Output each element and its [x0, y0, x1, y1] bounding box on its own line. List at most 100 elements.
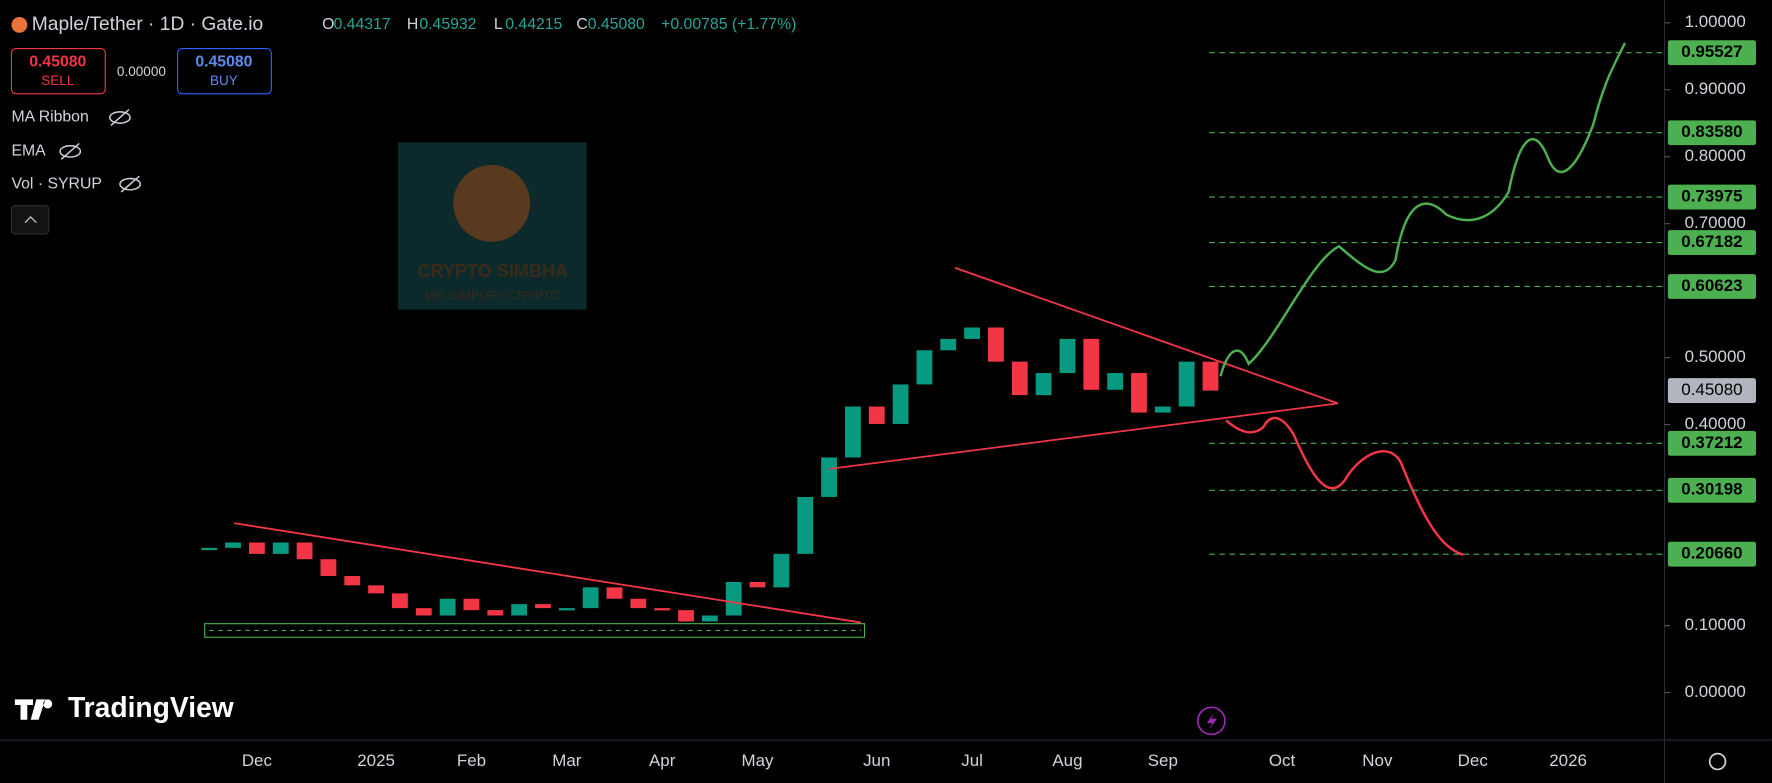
watermark-title: CRYPTO SIMBHA — [418, 261, 569, 281]
chevron — [24, 216, 37, 223]
level-label: 0.30198 — [1681, 480, 1742, 499]
y-tick-label: 0.80000 — [1685, 146, 1746, 165]
y-tick-label: 1.00000 — [1685, 12, 1746, 31]
level-label-box — [1667, 430, 1756, 456]
x-tick-label: Aug — [1052, 751, 1082, 770]
watermark-logo — [453, 164, 531, 242]
x-tick-label: Dec — [1458, 751, 1489, 770]
candle — [654, 608, 671, 611]
candle — [463, 598, 480, 611]
sell-button[interactable] — [10, 48, 106, 95]
candle — [368, 585, 384, 594]
sell-label: SELL — [41, 73, 75, 88]
y-tick-label: 0.10000 — [1685, 615, 1746, 634]
candle — [415, 608, 432, 616]
ohlc-label: C — [576, 16, 587, 33]
level-label: 0.60623 — [1681, 276, 1742, 295]
trendline — [954, 266, 1339, 405]
x-tick-label: Oct — [1269, 751, 1296, 770]
bear-projection — [1225, 416, 1464, 556]
candle — [868, 406, 885, 424]
indicator[interactable]: EMA — [11, 143, 46, 160]
branding: TradingView — [68, 691, 235, 723]
trendlines — [233, 266, 1339, 624]
x-tick-label: 2025 — [357, 751, 395, 770]
level-label-box — [1667, 274, 1756, 299]
level-label: 0.20660 — [1681, 544, 1742, 563]
candle — [701, 615, 718, 622]
indicator[interactable]: Vol · SYRUP — [11, 175, 101, 192]
candle — [749, 582, 766, 588]
sell-price: 0.45080 — [29, 53, 86, 70]
x-tick-label: Jul — [961, 751, 983, 770]
x-tick-label: Sep — [1148, 751, 1178, 770]
candle — [439, 598, 456, 616]
candle — [392, 593, 408, 609]
ohlc-value: 0.45080 — [588, 16, 645, 33]
level-label: 0.73975 — [1681, 187, 1742, 206]
candle — [225, 542, 241, 548]
level-label: 0.37212 — [1681, 433, 1742, 452]
buy-price: 0.45080 — [195, 53, 252, 70]
candle — [1011, 361, 1028, 396]
candle — [940, 338, 957, 351]
hidden-icons — [59, 109, 142, 193]
collapse-button[interactable] — [10, 205, 50, 235]
ohlc-label: H — [407, 16, 418, 33]
tv-logo — [14, 699, 53, 720]
candle — [344, 575, 361, 586]
bull-projection — [1219, 42, 1627, 377]
y-tick-label: 0.70000 — [1685, 213, 1746, 232]
candle — [1178, 361, 1195, 407]
ohlc-value: 0.44317 — [333, 16, 390, 33]
candle — [296, 542, 313, 560]
ohlc-value: 0.45932 — [419, 16, 476, 33]
candle — [272, 542, 289, 554]
level-label: 0.83580 — [1681, 122, 1742, 141]
change: +0.00785 (+1.77%) — [661, 16, 796, 33]
x-tick-label: Mar — [552, 751, 582, 770]
level-label-box — [1667, 230, 1756, 255]
trendline — [829, 402, 1339, 470]
candle — [678, 610, 694, 622]
candle — [844, 406, 861, 458]
candle — [988, 327, 1004, 362]
indicator[interactable]: MA Ribbon — [11, 109, 88, 126]
candle — [630, 598, 647, 609]
y-tick-label: 0.00000 — [1685, 682, 1746, 701]
candle — [1035, 373, 1052, 396]
buy-label: BUY — [210, 73, 238, 88]
candle — [582, 587, 599, 609]
settings-icon[interactable] — [1708, 752, 1727, 771]
bolt — [1206, 712, 1218, 730]
candle — [725, 582, 742, 616]
candle — [1083, 338, 1100, 390]
x-tick-label: Feb — [457, 751, 486, 770]
plot — [201, 327, 1219, 622]
buy-button[interactable] — [177, 48, 272, 95]
x-tick-label: May — [742, 751, 775, 770]
event-icon[interactable] — [1196, 706, 1226, 736]
candle — [1059, 338, 1076, 374]
candle — [821, 457, 837, 497]
candle — [1131, 373, 1147, 413]
candle — [606, 587, 623, 599]
candle — [320, 559, 337, 576]
y-tick-label: 0.90000 — [1685, 79, 1746, 98]
candle — [487, 610, 504, 616]
x-tick-label: Apr — [649, 751, 676, 770]
candle — [201, 547, 218, 551]
symbol: Maple/Tether · 1D · Gate.io — [32, 14, 263, 35]
level-label: 0.95527 — [1681, 42, 1742, 61]
x-tick-label: 2026 — [1549, 751, 1587, 770]
y-tick-label: 0.50000 — [1685, 347, 1746, 366]
x-tick-label: Dec — [242, 751, 273, 770]
level-label-box — [1667, 184, 1756, 210]
x-tick-label: Jun — [863, 751, 890, 770]
candle — [1107, 373, 1124, 390]
symbol-icon — [11, 16, 28, 33]
level-label-box — [1667, 120, 1756, 146]
current-price-label: 0.45080 — [1681, 380, 1742, 399]
level-label: 0.67182 — [1681, 232, 1742, 251]
